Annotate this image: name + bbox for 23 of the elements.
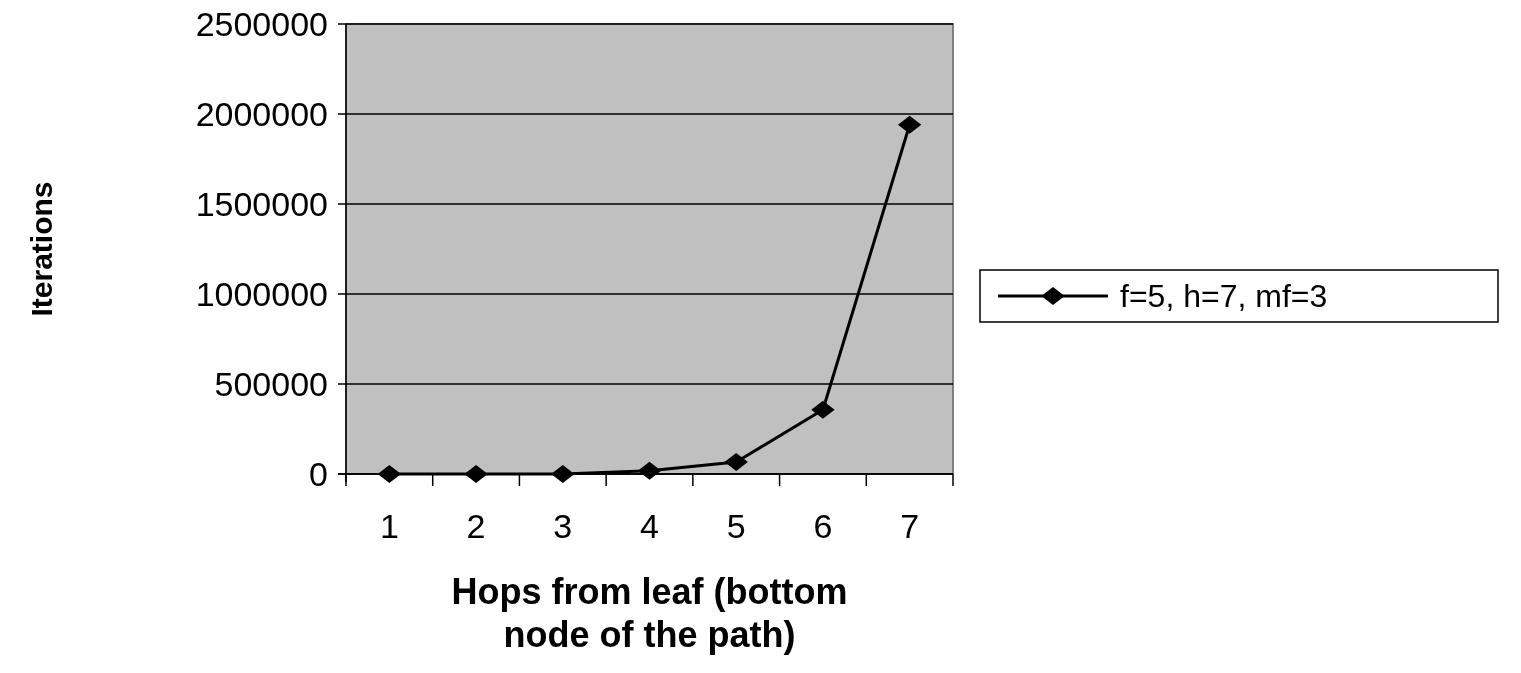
point	[464, 465, 488, 483]
x-tick-label: 6	[813, 507, 833, 545]
y-axis-title: Iterations	[25, 181, 58, 317]
x-tick-label: 1	[379, 507, 399, 545]
x-axis-title: Hops from leaf (bottom node of the path)	[451, 571, 848, 656]
y-tick-label: 1500000	[195, 184, 328, 223]
legend-label: f=5, h=7, mf=3	[1120, 278, 1328, 315]
point	[897, 115, 922, 134]
y-tick-label: 0	[309, 454, 328, 493]
point	[724, 452, 748, 471]
point	[551, 465, 575, 483]
y-tick-label: 2000000	[195, 94, 328, 133]
y-tick-label: 1000000	[195, 274, 328, 313]
point	[637, 461, 662, 480]
x-tick-label: 7	[900, 507, 920, 545]
y-tick-label: 2500000	[195, 4, 328, 43]
point	[811, 400, 835, 419]
point	[377, 465, 402, 483]
x-tick-label: 2	[466, 507, 486, 545]
x-tick-label: 4	[640, 507, 659, 545]
x-tick-label: 5	[726, 507, 746, 545]
x-tick-label: 3	[553, 507, 573, 545]
y-tick-label: 500000	[214, 364, 328, 403]
